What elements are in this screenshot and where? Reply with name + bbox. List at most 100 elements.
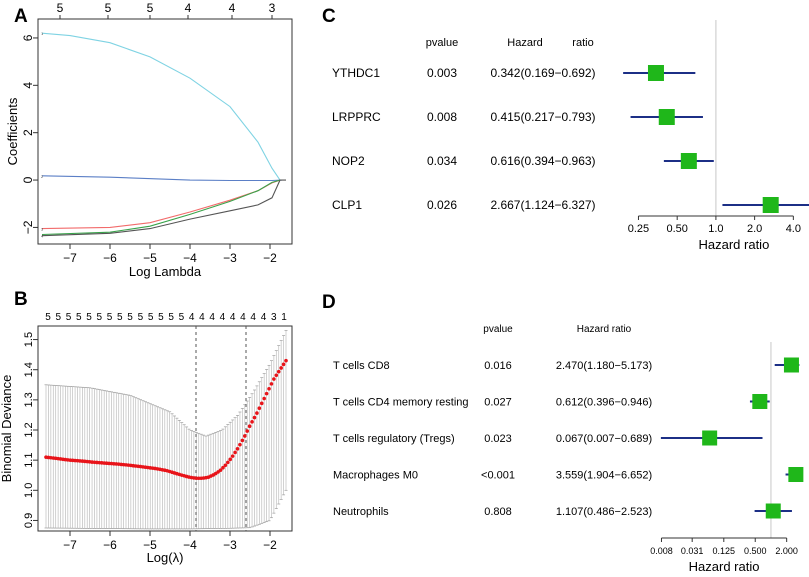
- panel-b-deviance-point: [240, 438, 245, 443]
- panel-d-x-tick-label: 0.125: [713, 546, 736, 556]
- panel-b-y-tick-label: 1.1: [23, 453, 35, 468]
- panel-b-deviance-point: [264, 391, 269, 396]
- panel-b-deviance-point: [269, 382, 274, 386]
- panel-b-top-label: 5: [179, 312, 185, 323]
- panel-d-row-pvalue: <0.001: [481, 470, 515, 482]
- panel-b-deviance-point: [245, 429, 250, 433]
- panel-b-deviance-point: [284, 358, 288, 363]
- panel-d-row-hazard-ratio: 1.107(0.486−2.523): [556, 506, 652, 518]
- panel-c-row-name: CLP1: [332, 198, 362, 212]
- panel-a-coef-line-4: [41, 179, 281, 236]
- panel-a-x-tick-label: −4: [183, 251, 197, 265]
- panel-a-x-tick-label: −2: [263, 251, 277, 265]
- panel-b-x-tick-label: −2: [263, 538, 277, 552]
- panel-b-deviance-point: [221, 465, 225, 470]
- panel-b-deviance-point: [281, 362, 286, 367]
- panel-b-top-label: 4: [240, 312, 246, 323]
- panel-b-top-label: 5: [158, 312, 164, 323]
- panel-b-y-tick-label: 1.3: [23, 392, 35, 407]
- panel-a-y-tick-label: 0: [21, 176, 35, 183]
- panel-d-hr-marker: [788, 467, 804, 482]
- panel-d-row-hazard-ratio: 0.612(0.396−0.946): [556, 397, 652, 409]
- panel-a-top-label: 3: [269, 1, 276, 15]
- panel-d-row-name: Macrophages M0: [333, 470, 418, 482]
- panel-c-x-tick-label: 4.0: [786, 223, 801, 235]
- panel-b-deviance-point: [223, 463, 228, 468]
- panel-d-hr-marker: [702, 430, 718, 446]
- panel-a-coef-line-2: [41, 175, 283, 182]
- panel-d-x-tick-label: 2.000: [775, 546, 798, 556]
- panel-d-row-name: T cells CD4 memory resting: [333, 397, 469, 409]
- panel-b-deviance-point: [255, 411, 259, 415]
- panel-b-x-tick-label: −6: [103, 538, 117, 552]
- panel-b-deviance-point: [228, 457, 233, 462]
- panel-c-row-name: NOP2: [332, 154, 365, 168]
- panel-b-x-axis-label: Log(λ): [147, 550, 184, 565]
- panel-b-top-label: 5: [127, 312, 133, 323]
- panel-b-deviance-point: [276, 369, 281, 374]
- panel-a-y-tick-label: 2: [21, 129, 35, 136]
- panel-d-row-pvalue: 0.023: [484, 433, 512, 445]
- panel-c-x-axis-label: Hazard ratio: [698, 237, 769, 252]
- panel-a-x-tick-label: −6: [103, 251, 117, 265]
- panel-b-x-tick-label: −4: [183, 538, 197, 552]
- panel-b-deviance-point: [235, 447, 240, 451]
- panel-letter-d: D: [322, 292, 336, 313]
- panel-d-row-hazard-ratio: 2.470(1.180−5.173): [556, 360, 652, 372]
- panel-b-y-axis-label: Binomial Deviance: [0, 375, 14, 483]
- panel-b-x-tick-label: −3: [223, 538, 237, 552]
- panel-d-row-hazard-ratio: 3.559(1.904−6.652): [556, 470, 652, 482]
- panel-c-hr-marker: [658, 109, 675, 125]
- panel-c-forest-plot: pvalue Hazard ratio YTHDC1 0.003 0.342(0.169−…: [332, 20, 809, 252]
- panel-c-row-pvalue: 0.003: [427, 66, 457, 80]
- panel-c-row-hazard-ratio: 0.415(0.217−0.793): [490, 110, 595, 124]
- panel-c-hr-marker: [762, 197, 779, 213]
- panel-a-x-tick-label: −5: [143, 251, 157, 265]
- panel-c-x-tick-label: 0.50: [666, 223, 687, 235]
- panel-b-top-label: 4: [230, 312, 236, 323]
- panel-c-row-name: LRPPRC: [332, 110, 381, 124]
- panel-a-y-axis-label: Coefficients: [5, 97, 20, 165]
- panel-a-line-label: 1: [41, 31, 44, 36]
- panel-b-deviance-point: [226, 460, 230, 465]
- panel-b-top-label: 5: [138, 312, 144, 323]
- panel-b-deviance-point: [272, 377, 276, 381]
- panel-b-top-label: 5: [55, 312, 61, 323]
- panel-d-row-pvalue: 0.016: [484, 360, 512, 372]
- panel-a-x-axis-label: Log Lambda: [129, 264, 202, 279]
- panel-d-forest-plot: pvalue Hazard ratio T cells CD8 0.016 2.470(…: [333, 324, 804, 574]
- panel-c-row-hazard-ratio: 2.667(1.124−6.327): [490, 198, 595, 212]
- panel-d-x-tick-label: 0.031: [681, 546, 704, 556]
- panel-b-top-label: 4: [209, 312, 215, 323]
- panel-letter-a: A: [14, 6, 28, 27]
- panel-d-hr-marker: [783, 357, 799, 373]
- panel-b-deviance-point: [250, 420, 254, 424]
- panel-b-top-label: 5: [97, 312, 103, 323]
- panel-b-top-label: 1: [281, 312, 287, 323]
- panel-a-coef-line-3: [41, 179, 281, 230]
- panel-d-row-hazard-ratio: 0.067(0.007−0.689): [556, 433, 652, 445]
- panel-b-deviance-point: [257, 406, 262, 411]
- panel-c-row-name: YTHDC1: [332, 66, 380, 80]
- panel-b-top-label: 5: [66, 312, 72, 323]
- panel-a-coef-line-1: [41, 32, 281, 181]
- panel-b-y-tick-label: 0.9: [23, 513, 35, 528]
- panel-c-row-pvalue: 0.026: [427, 198, 457, 212]
- panel-d-row-pvalue: 0.027: [484, 397, 512, 409]
- panel-d-row-name: T cells regulatory (Tregs): [333, 433, 455, 445]
- panel-b-y-tick-label: 1.4: [23, 362, 35, 377]
- panel-a-coef-line-5: [41, 179, 286, 237]
- panel-d-hr-marker: [765, 503, 781, 519]
- panel-b-deviance-point: [238, 442, 242, 447]
- panel-b-deviance-point: [233, 450, 237, 455]
- panel-b-top-label: 5: [168, 312, 174, 323]
- panel-a-top-label: 4: [185, 1, 192, 15]
- panel-b-frame: [37, 325, 293, 532]
- panel-a-y-tick-label: −2: [21, 220, 35, 234]
- panel-b-deviance-point: [247, 424, 252, 429]
- panel-c-header-pvalue: pvalue: [426, 37, 458, 49]
- panel-a-top-label: 5: [147, 1, 154, 15]
- panel-b-deviance-point: [262, 396, 266, 401]
- panel-a-top-label: 5: [57, 1, 64, 15]
- panel-a-top-label: 4: [229, 1, 236, 15]
